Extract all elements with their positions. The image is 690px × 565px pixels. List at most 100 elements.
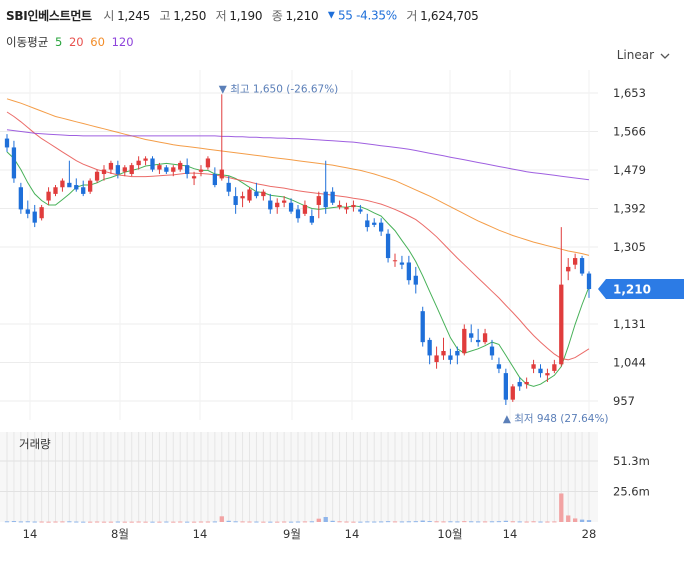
candle: [572, 253, 578, 270]
candle: [496, 357, 502, 374]
date-tick-label: 8월: [111, 527, 129, 541]
date-tick-label: 9월: [283, 527, 301, 541]
high-annotation: ▼ 최고 1,650 (-26.67%): [219, 83, 338, 95]
volume-bar: [372, 521, 377, 523]
candle-body: [226, 182, 231, 192]
candle-body: [434, 355, 439, 363]
candle: [198, 165, 204, 177]
candle-body: [372, 222, 377, 225]
candle-body: [74, 185, 79, 190]
volume-bar: [18, 521, 24, 523]
close-label: 종: [271, 9, 283, 23]
candle-body: [538, 368, 543, 374]
candle-body: [566, 266, 571, 272]
candle: [309, 209, 315, 225]
candle: [475, 328, 481, 347]
candle: [385, 229, 391, 263]
ma-legend[interactable]: 이동평균 5 20 60 120: [6, 34, 137, 50]
volume-bar: [517, 521, 522, 523]
volume-bar: [11, 521, 17, 523]
candle-body: [184, 165, 190, 174]
volume-bar: [579, 519, 585, 522]
volume-bar: [268, 521, 273, 523]
candle: [441, 337, 446, 360]
volume-bar: [32, 521, 37, 523]
volume-tick-label: 51.3m: [613, 454, 650, 468]
candle: [60, 178, 65, 192]
volume-bar: [572, 518, 578, 522]
volume-bar: [309, 521, 315, 523]
volume-bar: [489, 521, 495, 523]
volume-bar: [448, 521, 453, 523]
ma5-label: 5: [54, 35, 63, 49]
volume-bar: [240, 521, 245, 523]
volume-bar: [150, 521, 155, 523]
ma-legend-label: 이동평균: [6, 35, 49, 49]
candle: [365, 213, 370, 232]
candle-body: [281, 200, 287, 203]
candle: [129, 162, 134, 177]
volume-bar: [254, 521, 259, 523]
candle-body: [233, 196, 238, 205]
volume-bar: [281, 521, 287, 523]
price-tick-label: 1,305: [613, 240, 646, 254]
candle: [448, 348, 453, 365]
candle: [469, 324, 474, 343]
candle-body: [517, 381, 522, 387]
volume-bar: [455, 521, 460, 523]
candle-body: [11, 147, 17, 179]
volume-bar: [434, 521, 439, 523]
volume-bar: [164, 521, 169, 523]
candle: [579, 255, 585, 276]
volume-bar: [25, 521, 30, 523]
stock-name: SBI인베스트먼트: [6, 9, 92, 23]
candle: [399, 255, 405, 270]
candle: [434, 346, 439, 369]
candle: [413, 266, 418, 294]
candle-body: [275, 202, 280, 208]
volume-bar: [545, 521, 550, 523]
candle: [74, 178, 79, 192]
candle-body: [586, 273, 592, 290]
candle: [351, 200, 356, 212]
volume-bar: [330, 520, 335, 522]
candle-body: [136, 160, 141, 166]
candle-body: [455, 350, 460, 356]
candle: [281, 196, 287, 208]
candle: [247, 187, 252, 203]
candle-body: [531, 364, 536, 369]
volume-bar: [171, 521, 176, 523]
price-tick-label: 1,392: [613, 202, 646, 216]
volume-bar: [226, 520, 231, 522]
candle-body: [302, 204, 308, 214]
candle: [101, 165, 107, 181]
candle-body: [392, 260, 398, 262]
low-value: 1,190: [229, 8, 263, 23]
volume-bar: [46, 521, 51, 523]
candle: [503, 368, 509, 405]
volume-bar: [191, 521, 197, 523]
volume-bar: [60, 521, 65, 523]
scale-selector[interactable]: Linear: [617, 48, 670, 62]
candle-body: [94, 171, 100, 181]
candle-body: [496, 364, 502, 369]
candle: [482, 328, 488, 345]
volume-bar: [74, 521, 79, 523]
candle: [94, 169, 100, 183]
candle: [372, 218, 377, 228]
volume-bar: [399, 521, 405, 523]
volume-bar: [53, 521, 58, 523]
scale-selector-label: Linear: [616, 48, 654, 62]
candle-body: [413, 275, 418, 285]
candle-body: [337, 204, 342, 208]
candle: [108, 160, 114, 174]
volume-bar: [178, 521, 183, 523]
candle-body: [53, 187, 58, 194]
volume-bar: [392, 521, 398, 523]
candle-body: [482, 333, 488, 343]
candle: [53, 185, 58, 197]
volume-bar: [316, 518, 321, 522]
candle-body: [385, 233, 391, 259]
candle-body: [427, 339, 432, 356]
